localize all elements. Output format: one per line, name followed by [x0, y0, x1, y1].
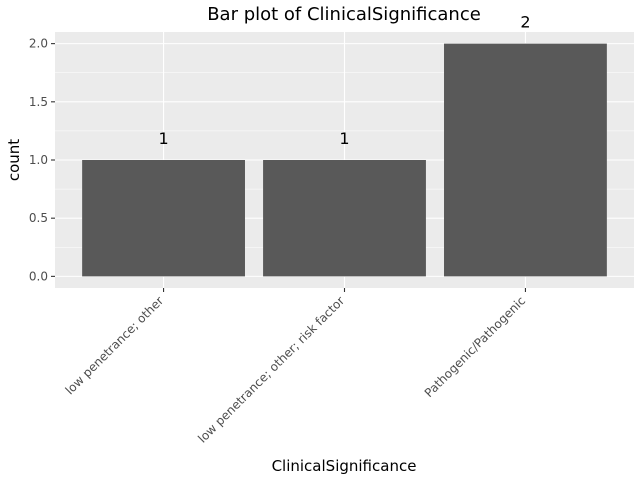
y-tick-label: 0.5: [29, 211, 48, 225]
data-labels: 1 1 2: [158, 13, 530, 148]
bar: [444, 43, 607, 277]
bars: [82, 43, 607, 277]
x-tick-label: Pathogenic/Pathogenic: [422, 294, 528, 400]
bar: [263, 160, 426, 277]
bar-data-label: 2: [520, 13, 530, 32]
x-axis-title: ClinicalSignificance: [272, 457, 417, 475]
bar-data-label: 1: [158, 129, 168, 148]
y-tick-label: 1.5: [29, 95, 48, 109]
bar-data-label: 1: [339, 129, 349, 148]
x-tick-label: low penetrance; other: [63, 294, 167, 398]
x-axis: low penetrance; other low penetrance; oth…: [63, 288, 528, 446]
y-tick-label: 2.0: [29, 37, 48, 51]
chart-title: Bar plot of ClinicalSignificance: [207, 4, 481, 25]
y-tick-label: 1.0: [29, 153, 48, 167]
y-axis: 0.0 0.5 1.0 1.5 2.0: [29, 37, 55, 283]
y-axis-title: count: [5, 139, 23, 181]
y-tick-label: 0.0: [29, 269, 48, 283]
bar: [82, 160, 245, 277]
x-tick-label: low penetrance; other; risk factor: [195, 294, 347, 446]
